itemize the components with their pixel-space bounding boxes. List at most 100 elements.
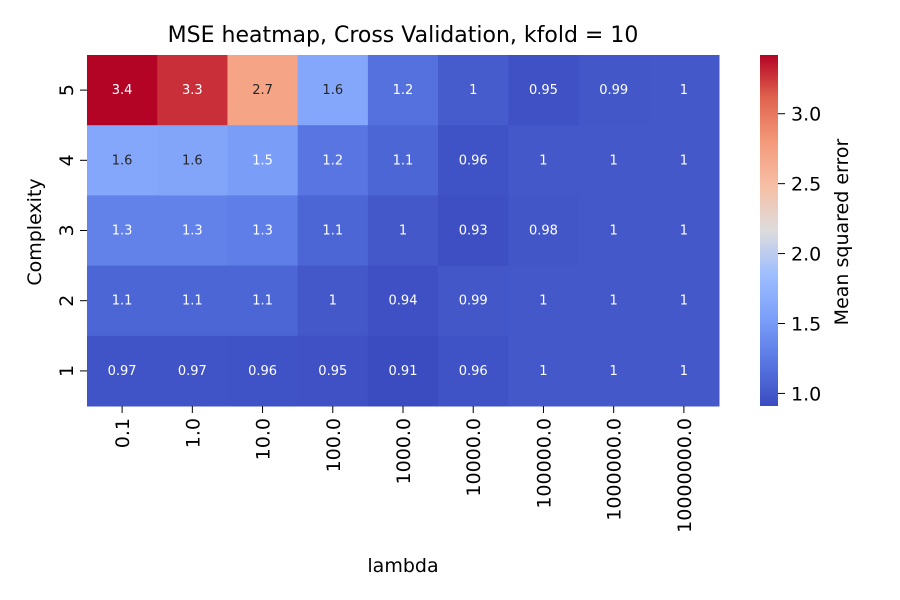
x-tick-label: 1.0 — [182, 418, 204, 448]
heatmap-cell — [297, 125, 369, 196]
heatmap-cell — [87, 55, 158, 126]
colorbar-tick-label: 1.5 — [791, 313, 821, 335]
x-tick-label: 1000000.0 — [604, 418, 626, 521]
heatmap-cell — [367, 195, 439, 267]
x-tick-label: 100.0 — [323, 418, 345, 472]
cell-value-label: 1 — [680, 83, 688, 98]
heatmap-cell — [578, 55, 650, 126]
cell-value-label: 1.1 — [322, 224, 343, 239]
heatmap-cell — [438, 265, 509, 337]
y-tick-label: 4 — [56, 154, 78, 166]
y-tick-label: 3 — [56, 224, 78, 236]
cell-value-label: 1 — [610, 153, 618, 168]
heatmap-cell — [508, 195, 580, 267]
cell-value-label: 1.3 — [182, 224, 203, 239]
cell-value-label: 0.96 — [459, 364, 488, 379]
cell-value-label: 0.94 — [389, 294, 418, 309]
cell-value-label: 1.2 — [322, 153, 343, 168]
x-tick-label: 100000.0 — [533, 418, 555, 509]
cell-value-label: 1 — [680, 224, 688, 239]
x-axis-ticks: 0.1 1.0 10.0 100.0 1000.0 10000.0 100000.0 1000… — [112, 406, 696, 533]
cell-value-label: 1.1 — [182, 294, 203, 309]
colorbar — [760, 55, 778, 406]
cell-value-label: 1 — [680, 294, 688, 309]
heatmap-cell — [157, 265, 228, 337]
cell-value-label: 0.98 — [529, 224, 558, 239]
heatmap-cell — [157, 335, 228, 407]
y-tick-label: 5 — [56, 84, 78, 96]
heatmap-cell — [508, 125, 580, 196]
heatmap-cell — [297, 55, 369, 126]
heatmap-cell — [87, 335, 158, 407]
heatmap-cell — [578, 195, 650, 267]
heatmap-cell — [157, 125, 228, 196]
cell-value-label: 1.1 — [393, 153, 414, 168]
cell-value-label: 1.5 — [252, 153, 273, 168]
colorbar-ticks: 1.0 1.5 2.0 2.5 3.0 — [778, 104, 821, 405]
cell-value-label: 1.6 — [322, 83, 343, 98]
heatmap-cell — [438, 335, 509, 407]
heatmap-cell-labels: 3.4 3.3 2.7 1.6 1.2 1 0.95 0.99 1 1.6 1.6 1.5 1.2 1.1… — [108, 83, 688, 379]
cell-value-label: 0.99 — [599, 83, 628, 98]
heatmap-cell — [508, 265, 580, 337]
cell-value-label: 3.4 — [112, 83, 133, 98]
heatmap-cell — [297, 265, 369, 337]
x-tick-label: 10.0 — [253, 418, 275, 460]
chart-title: MSE heatmap, Cross Validation, kfold = 1… — [168, 23, 639, 48]
y-axis-ticks: 5 4 3 2 1 — [56, 84, 87, 377]
colorbar-tick-label: 3.0 — [791, 104, 821, 126]
y-tick-label: 2 — [56, 295, 78, 307]
heatmap-cell — [648, 335, 720, 407]
colorbar-label: Mean squared error — [831, 138, 853, 325]
cell-value-label: 0.95 — [529, 83, 558, 98]
cell-value-label: 1 — [680, 364, 688, 379]
heatmap-cell — [648, 195, 720, 267]
cell-value-label: 1 — [539, 294, 547, 309]
heatmap-cells — [87, 55, 720, 407]
x-axis-label: lambda — [367, 555, 438, 577]
heatmap-cell — [157, 195, 228, 267]
cell-value-label: 0.93 — [459, 224, 488, 239]
cell-value-label: 1.1 — [252, 294, 273, 309]
heatmap-cell — [87, 125, 158, 196]
cell-value-label: 1 — [610, 224, 618, 239]
cell-value-label: 1 — [610, 294, 618, 309]
cell-value-label: 1 — [680, 153, 688, 168]
x-tick-label: 10000.0 — [463, 418, 485, 497]
cell-value-label: 0.96 — [248, 364, 277, 379]
y-tick-label: 1 — [56, 365, 78, 377]
heatmap-cell — [297, 335, 369, 407]
heatmap-cell — [157, 55, 228, 126]
heatmap-cell — [87, 265, 158, 337]
heatmap-cell — [508, 55, 580, 126]
heatmap-cell — [227, 335, 299, 407]
y-axis-label: Complexity — [24, 178, 46, 285]
heatmap-cell — [367, 125, 439, 196]
cell-value-label: 1 — [329, 294, 337, 309]
cell-value-label: 0.95 — [318, 364, 347, 379]
heatmap-cell — [648, 125, 720, 196]
cell-value-label: 1 — [539, 364, 547, 379]
heatmap-cell — [438, 125, 509, 196]
cell-value-label: 2.7 — [252, 83, 273, 98]
cell-value-label: 0.91 — [389, 364, 418, 379]
heatmap-cell — [227, 265, 299, 337]
heatmap-cell — [297, 195, 369, 267]
heatmap-cell — [578, 335, 650, 407]
heatmap-cell — [367, 55, 439, 126]
heatmap-cell — [648, 55, 720, 126]
heatmap-cell — [367, 335, 439, 407]
cell-value-label: 0.99 — [459, 294, 488, 309]
x-tick-label: 10000000.0 — [674, 418, 696, 533]
cell-value-label: 1.6 — [112, 153, 133, 168]
cell-value-label: 1.3 — [112, 224, 133, 239]
cell-value-label: 0.96 — [459, 153, 488, 168]
cell-value-label: 1.1 — [112, 294, 133, 309]
cell-value-label: 1 — [539, 153, 547, 168]
cell-value-label: 0.97 — [108, 364, 137, 379]
heatmap-cell — [508, 335, 580, 407]
heatmap-cell — [227, 195, 299, 267]
colorbar-tick-label: 1.0 — [791, 383, 821, 405]
colorbar-tick-label: 2.5 — [791, 174, 821, 196]
